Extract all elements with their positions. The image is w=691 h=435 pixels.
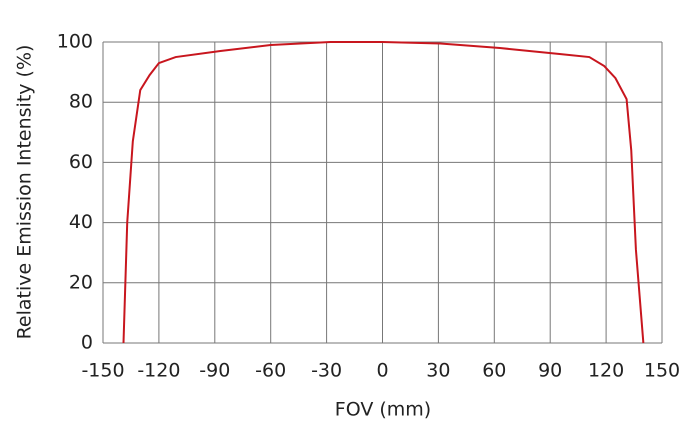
x-tick-label: -90 [199, 360, 230, 382]
x-tick-label: 0 [376, 360, 388, 382]
x-tick-label: 30 [426, 360, 450, 382]
x-tick-label: -150 [81, 360, 124, 382]
x-tick-label: 90 [538, 360, 562, 382]
x-axis-title: FOV (mm) [335, 399, 431, 421]
x-tick-label: -120 [137, 360, 180, 382]
x-tick-label: 120 [588, 360, 624, 382]
y-tick-label: 60 [69, 151, 93, 173]
x-tick-label: 60 [482, 360, 506, 382]
x-tick-label: -60 [255, 360, 286, 382]
y-tick-label: 40 [69, 211, 93, 233]
y-tick-label: 100 [57, 31, 93, 53]
x-tick-label: 150 [644, 360, 680, 382]
x-tick-label: -30 [311, 360, 342, 382]
data-line [122, 41, 645, 344]
y-axis-title: Relative Emission Intensity (%) [14, 45, 36, 340]
y-tick-label: 0 [81, 332, 93, 354]
y-tick-label: 80 [69, 91, 93, 113]
y-tick-label: 20 [69, 271, 93, 293]
